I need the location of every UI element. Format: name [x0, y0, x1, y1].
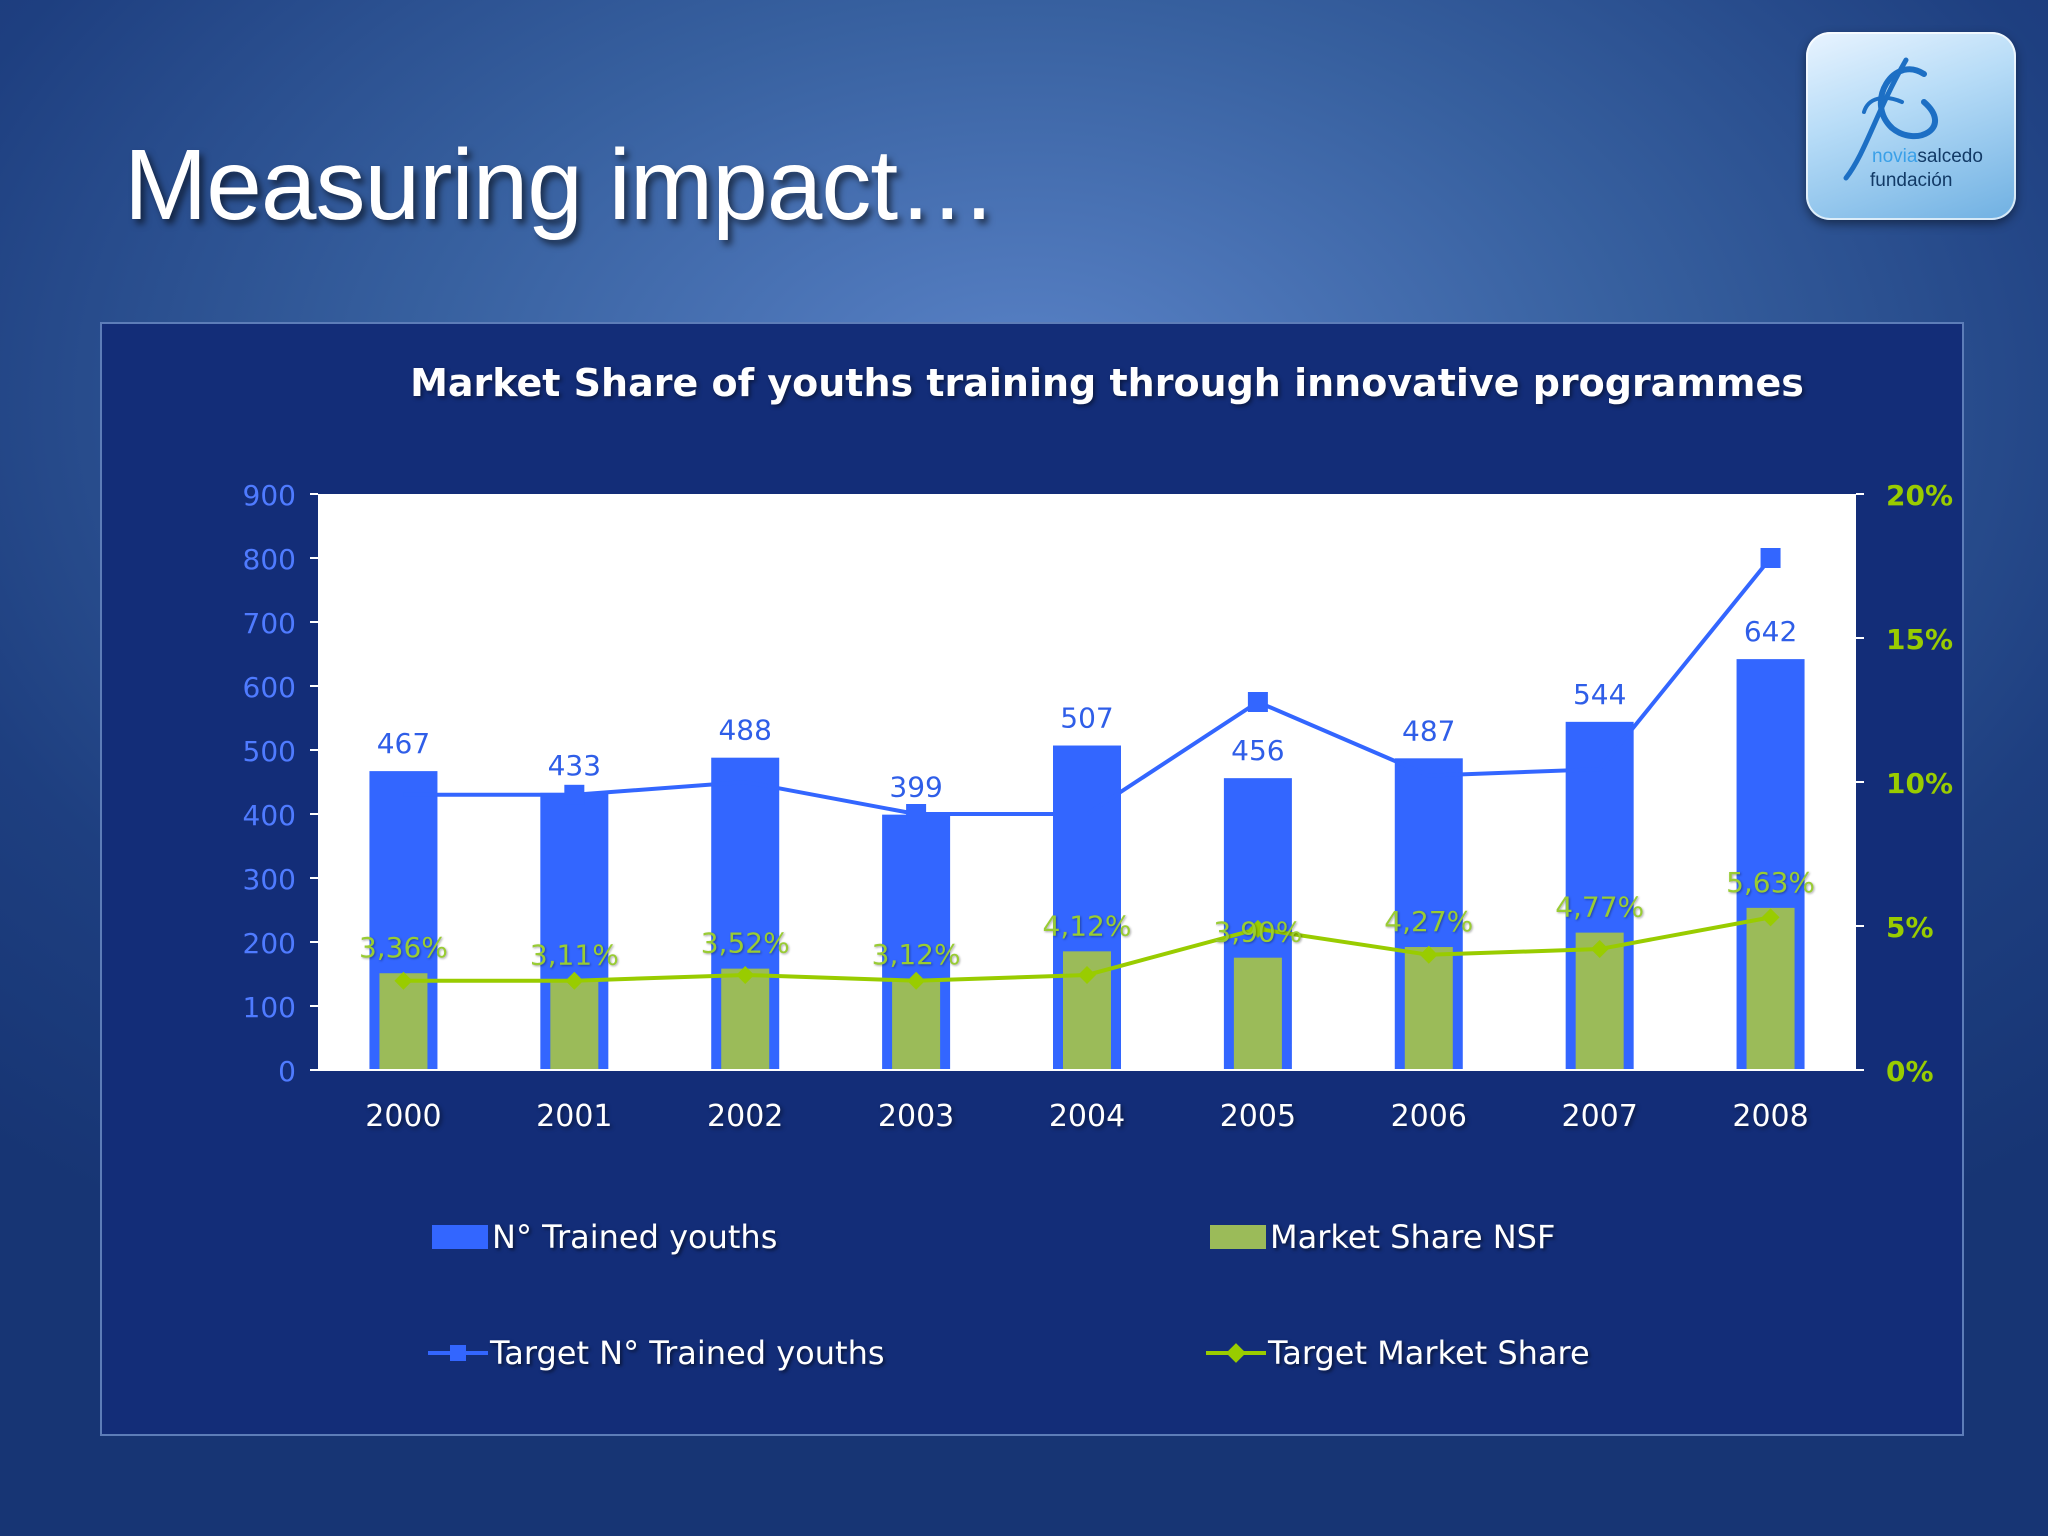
marker-target-market-share — [736, 965, 755, 984]
legend-item-target-trained-youths: Target N° Trained youths — [428, 1334, 885, 1372]
y-left-tick-label: 300 — [243, 863, 296, 896]
marker-target-market-share — [1590, 940, 1609, 959]
y-left-tick-label: 500 — [243, 735, 296, 768]
logo-text-line-2: fundación — [1870, 170, 1953, 191]
marker-target-market-share — [1078, 965, 1096, 984]
y-right-tick-label: 15% — [1886, 623, 1953, 656]
bar-market-share — [1746, 907, 1795, 1070]
y-left-tick-label: 700 — [243, 607, 296, 640]
x-tick-label: 2008 — [1732, 1099, 1808, 1134]
bar-market-share — [721, 968, 770, 1070]
data-label-trained-youths: 642 — [1744, 615, 1797, 648]
logo-mark-icon — [1843, 57, 1938, 181]
legend-swatch-target-trained-youths — [428, 1339, 488, 1367]
y-left-tick-label: 600 — [243, 671, 296, 704]
legend-swatch-market-share — [1210, 1225, 1266, 1249]
data-label-market-share: 3,90% — [1213, 916, 1302, 949]
y-left-tick-label: 900 — [243, 479, 296, 512]
legend-swatch-target-market-share — [1206, 1339, 1266, 1367]
logo-text-line-1: noviasalcedo — [1872, 146, 1983, 167]
data-label-trained-youths: 488 — [718, 714, 771, 747]
y-right-tick-label: 20% — [1886, 479, 1953, 512]
legend-item-trained-youths: N° Trained youths — [432, 1218, 777, 1256]
line-target-trained-youths — [403, 556, 1773, 816]
y-left-tick-label: 100 — [243, 991, 296, 1024]
x-tick-label: 2001 — [536, 1099, 612, 1134]
x-tick-label: 2002 — [707, 1099, 783, 1134]
data-label-trained-youths: 467 — [377, 727, 430, 760]
legend-label-trained-youths: N° Trained youths — [492, 1218, 778, 1256]
marker-target-trained-youths — [564, 784, 585, 805]
bar-market-share — [1404, 947, 1453, 1070]
marker-target-trained-youths — [1760, 548, 1781, 568]
legend-label-target-trained-youths: Target N° Trained youths — [490, 1334, 885, 1372]
data-label-trained-youths: 544 — [1573, 678, 1626, 711]
x-tick-label: 2003 — [878, 1099, 954, 1134]
data-label-market-share: 3,52% — [701, 927, 790, 960]
data-label-market-share: 3,12% — [872, 938, 961, 971]
legend-item-target-market-share: Target Market Share — [1206, 1334, 1590, 1372]
bar-market-share — [892, 980, 941, 1070]
x-tick-label: 2004 — [1049, 1099, 1125, 1134]
y-right-tick-label: 5% — [1886, 911, 1934, 944]
data-label-trained-youths: 456 — [1231, 734, 1284, 767]
x-tick-label: 2000 — [365, 1099, 441, 1134]
data-label-market-share: 4,27% — [1384, 905, 1473, 938]
marker-target-market-share — [394, 971, 413, 990]
legend-swatch-trained-youths — [432, 1225, 488, 1249]
data-label-market-share: 5,63% — [1726, 866, 1815, 899]
data-label-market-share: 4,77% — [1555, 891, 1644, 924]
y-left-tick-label: 400 — [243, 799, 296, 832]
combo-chart: Market Share of youths training through … — [243, 361, 1953, 1134]
marker-target-market-share — [1761, 908, 1780, 927]
chart-title: Market Share of youths training through … — [410, 361, 1804, 405]
x-tick-label: 2007 — [1561, 1099, 1637, 1134]
data-label-trained-youths: 433 — [548, 749, 601, 782]
foundation-logo: noviasalcedo fundación — [1806, 32, 2016, 220]
data-label-market-share: 3,36% — [359, 931, 448, 964]
x-tick-label: 2005 — [1220, 1099, 1296, 1134]
data-label-trained-youths: 487 — [1402, 714, 1455, 747]
bar-market-share — [1233, 957, 1282, 1070]
y-left-tick-label: 200 — [243, 927, 296, 960]
bar-market-share — [550, 980, 599, 1070]
data-label-market-share: 3,11% — [530, 938, 619, 971]
marker-target-market-share — [565, 971, 584, 990]
chart-panel: Market Share of youths training through … — [100, 322, 1964, 1436]
y-right-tick-label: 10% — [1886, 767, 1953, 800]
y-left-tick-label: 800 — [243, 543, 296, 576]
legend-item-market-share: Market Share NSF — [1210, 1218, 1555, 1256]
marker-target-market-share — [1419, 945, 1438, 964]
y-right-tick-label: 0% — [1886, 1055, 1934, 1088]
legend-label-market-share: Market Share NSF — [1270, 1218, 1556, 1256]
data-label-trained-youths: 507 — [1060, 702, 1113, 735]
marker-target-market-share — [907, 971, 926, 990]
data-label-market-share: 4,12% — [1043, 909, 1132, 942]
x-tick-label: 2006 — [1391, 1099, 1467, 1134]
y-left-tick-label: 0 — [278, 1055, 296, 1088]
data-label-trained-youths: 399 — [889, 771, 942, 804]
legend-label-target-market-share: Target Market Share — [1268, 1334, 1590, 1372]
marker-target-trained-youths — [1247, 692, 1268, 712]
marker-target-market-share — [1248, 919, 1267, 938]
slide-title: Measuring impact… — [124, 129, 997, 241]
marker-target-trained-youths — [906, 804, 927, 824]
